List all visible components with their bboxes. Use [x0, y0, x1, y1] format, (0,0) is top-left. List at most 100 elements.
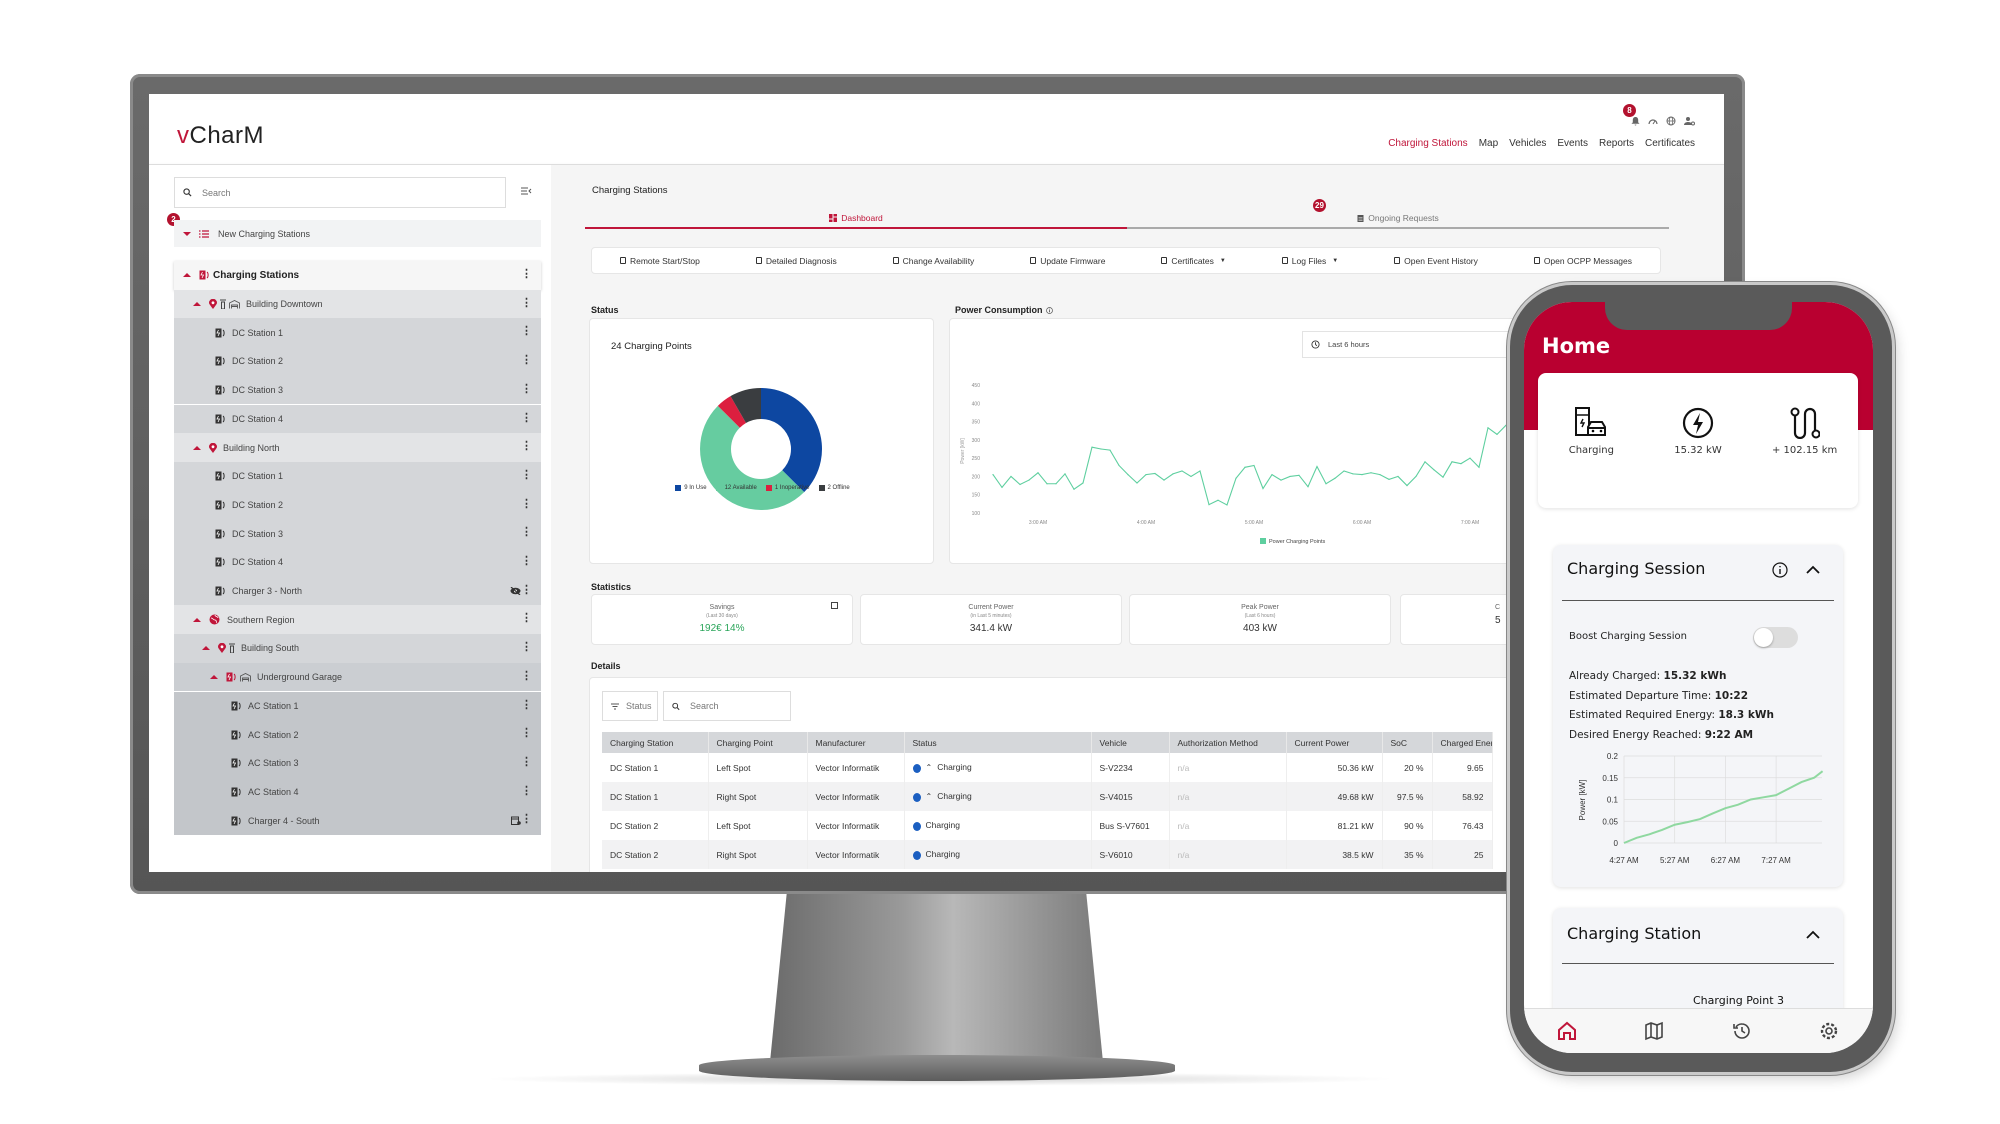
caret-up-icon[interactable] [202, 646, 210, 651]
sidebar-tree-item[interactable]: Southern Region ⋮ [174, 605, 541, 635]
home-icon[interactable] [1556, 1020, 1578, 1042]
caret-up-icon[interactable] [193, 617, 201, 622]
donut-slice[interactable] [700, 405, 805, 510]
column-header[interactable]: Manufacturer [807, 732, 905, 753]
donut-slice[interactable] [730, 388, 762, 424]
more-options-icon[interactable]: ⋮ [521, 698, 532, 711]
column-header[interactable]: Current Power [1286, 732, 1383, 753]
open-ocpp-messages-button[interactable]: Open OCPP Messages [1533, 256, 1632, 266]
table-row[interactable]: DC Station 1 Left Spot Vector Informatik ⌃ C… [602, 753, 1493, 782]
sidebar-tree-item[interactable]: DC Station 1 ⋮ [174, 318, 541, 348]
more-options-icon[interactable]: ⋮ [521, 268, 532, 280]
more-options-icon[interactable]: ⋮ [521, 669, 532, 682]
sidebar-tree-item[interactable]: Building Downtown ⋮ [174, 289, 541, 319]
more-options-icon[interactable]: ⋮ [521, 813, 532, 826]
chevron-up-icon[interactable] [1806, 930, 1820, 939]
globe-icon[interactable] [1666, 116, 1676, 126]
column-header[interactable]: Status [904, 732, 1092, 753]
more-options-icon[interactable]: ⋮ [521, 755, 532, 768]
info-icon[interactable] [1045, 306, 1053, 314]
certificates-button[interactable]: Certificates ▼ [1161, 256, 1226, 266]
table-row[interactable]: DC Station 1 Right Spot Vector Informatik ⌃… [602, 782, 1493, 811]
sidebar-tree-item[interactable]: Underground Garage ⋮ [174, 662, 541, 692]
speedometer-icon[interactable] [1648, 116, 1658, 126]
settings-icon[interactable] [1818, 1020, 1840, 1042]
sidebar-tree-item[interactable]: AC Station 4 ⋮ [174, 777, 541, 807]
donut-slice[interactable] [717, 396, 746, 428]
sidebar-root-charging-stations[interactable]: Charging Stations ⋮ [174, 261, 541, 290]
user-settings-icon[interactable] [1684, 116, 1695, 126]
map-icon[interactable] [1643, 1020, 1665, 1042]
sidebar-tree-item[interactable]: DC Station 4 ⋮ [174, 404, 541, 434]
sidebar-tree-item[interactable]: AC Station 2 ⋮ [174, 720, 541, 749]
chevron-up-icon[interactable] [1806, 565, 1820, 574]
column-header[interactable]: Charged Energy [1432, 732, 1493, 753]
boost-toggle[interactable] [1753, 627, 1798, 648]
caret-down-icon[interactable] [183, 231, 191, 236]
more-options-icon[interactable]: ⋮ [521, 325, 532, 338]
detailed-diagnosis-button[interactable]: Detailed Diagnosis [755, 256, 837, 266]
caret-up-icon[interactable] [183, 273, 191, 278]
sidebar-tree-item[interactable]: DC Station 2 ⋮ [174, 490, 541, 520]
sidebar-tree-item[interactable]: Charger 3 - North ⋮ [174, 576, 541, 606]
caret-up-icon[interactable] [193, 302, 201, 307]
change-availability-button[interactable]: Change Availability [892, 256, 974, 266]
caret-up-icon[interactable] [193, 445, 201, 450]
more-options-icon[interactable]: ⋮ [521, 382, 532, 395]
sidebar-tree-item[interactable]: DC Station 4 ⋮ [174, 548, 541, 577]
sidebar-tree-item[interactable]: AC Station 1 ⋮ [174, 691, 541, 721]
sidebar-search-input[interactable]: Search [174, 177, 506, 208]
more-options-icon[interactable]: ⋮ [521, 727, 532, 740]
sidebar-tree-item[interactable]: Charger 4 - South ⋮ [174, 806, 541, 835]
bell-icon[interactable] [1631, 116, 1640, 126]
table-row[interactable]: DC Station 2 Left Spot Vector Informatik Ch… [602, 811, 1493, 840]
tab-ongoing-requests[interactable]: 29 Ongoing Requests [1127, 199, 1669, 227]
collapse-sidebar-icon[interactable] [521, 187, 532, 195]
details-search-input[interactable]: Search [663, 691, 791, 721]
nav-vehicles[interactable]: Vehicles [1509, 138, 1547, 149]
column-header[interactable]: Charging Station [602, 732, 709, 753]
external-link-icon[interactable] [831, 602, 838, 609]
nav-charging-stations[interactable]: Charging Stations [1388, 138, 1468, 149]
more-options-icon[interactable]: ⋮ [521, 468, 532, 481]
remote-start-stop-button[interactable]: Remote Start/Stop [619, 256, 700, 266]
column-header[interactable]: Vehicle [1091, 732, 1170, 753]
nav-certificates[interactable]: Certificates [1644, 138, 1695, 149]
open-event-history-button[interactable]: Open Event History [1394, 256, 1478, 266]
sidebar-new-charging-stations[interactable]: New Charging Stations [174, 220, 541, 247]
more-options-icon[interactable]: ⋮ [521, 354, 532, 367]
legend-item[interactable]: 1 Inoperative [765, 485, 810, 491]
sidebar-tree-item[interactable]: DC Station 3 ⋮ [174, 519, 541, 548]
more-options-icon[interactable]: ⋮ [521, 555, 532, 567]
sidebar-tree-item[interactable]: DC Station 3 ⋮ [174, 375, 541, 405]
nav-events[interactable]: Events [1557, 138, 1588, 149]
nav-map[interactable]: Map [1478, 138, 1499, 149]
more-options-icon[interactable]: ⋮ [521, 583, 532, 596]
more-options-icon[interactable]: ⋮ [521, 612, 532, 625]
history-icon[interactable] [1731, 1020, 1753, 1042]
nav-reports[interactable]: Reports [1598, 138, 1634, 149]
more-options-icon[interactable]: ⋮ [521, 784, 532, 797]
app-logo[interactable]: vCharM [177, 122, 264, 150]
legend-item[interactable]: 2 Offline [818, 485, 850, 491]
sidebar-tree-item[interactable]: Building North ⋮ [174, 433, 541, 462]
donut-slice[interactable] [761, 388, 822, 493]
table-row[interactable]: DC Station 2 Right Spot Vector Informatik C… [602, 840, 1493, 869]
eye-off-icon[interactable] [510, 586, 521, 597]
tab-dashboard[interactable]: Dashboard [585, 208, 1127, 229]
column-header[interactable]: Charging Point [708, 732, 808, 753]
sidebar-tree-item[interactable]: Building South ⋮ [174, 634, 541, 663]
caret-up-icon[interactable] [210, 675, 218, 680]
more-options-icon[interactable]: ⋮ [521, 497, 532, 510]
info-icon[interactable] [1772, 562, 1788, 578]
sidebar-tree-item[interactable]: DC Station 1 ⋮ [174, 461, 541, 491]
column-header[interactable]: SoC [1382, 732, 1433, 753]
more-options-icon[interactable]: ⋮ [521, 411, 532, 424]
calendar-icon[interactable] [511, 816, 521, 827]
more-options-icon[interactable]: ⋮ [521, 641, 532, 654]
status-filter-button[interactable]: Status [602, 691, 658, 721]
sidebar-tree-item[interactable]: AC Station 3 ⋮ [174, 748, 541, 778]
more-options-icon[interactable]: ⋮ [521, 526, 532, 539]
legend-item[interactable]: 9 In Use [675, 485, 707, 491]
legend-item[interactable]: 12 Available [715, 485, 757, 491]
